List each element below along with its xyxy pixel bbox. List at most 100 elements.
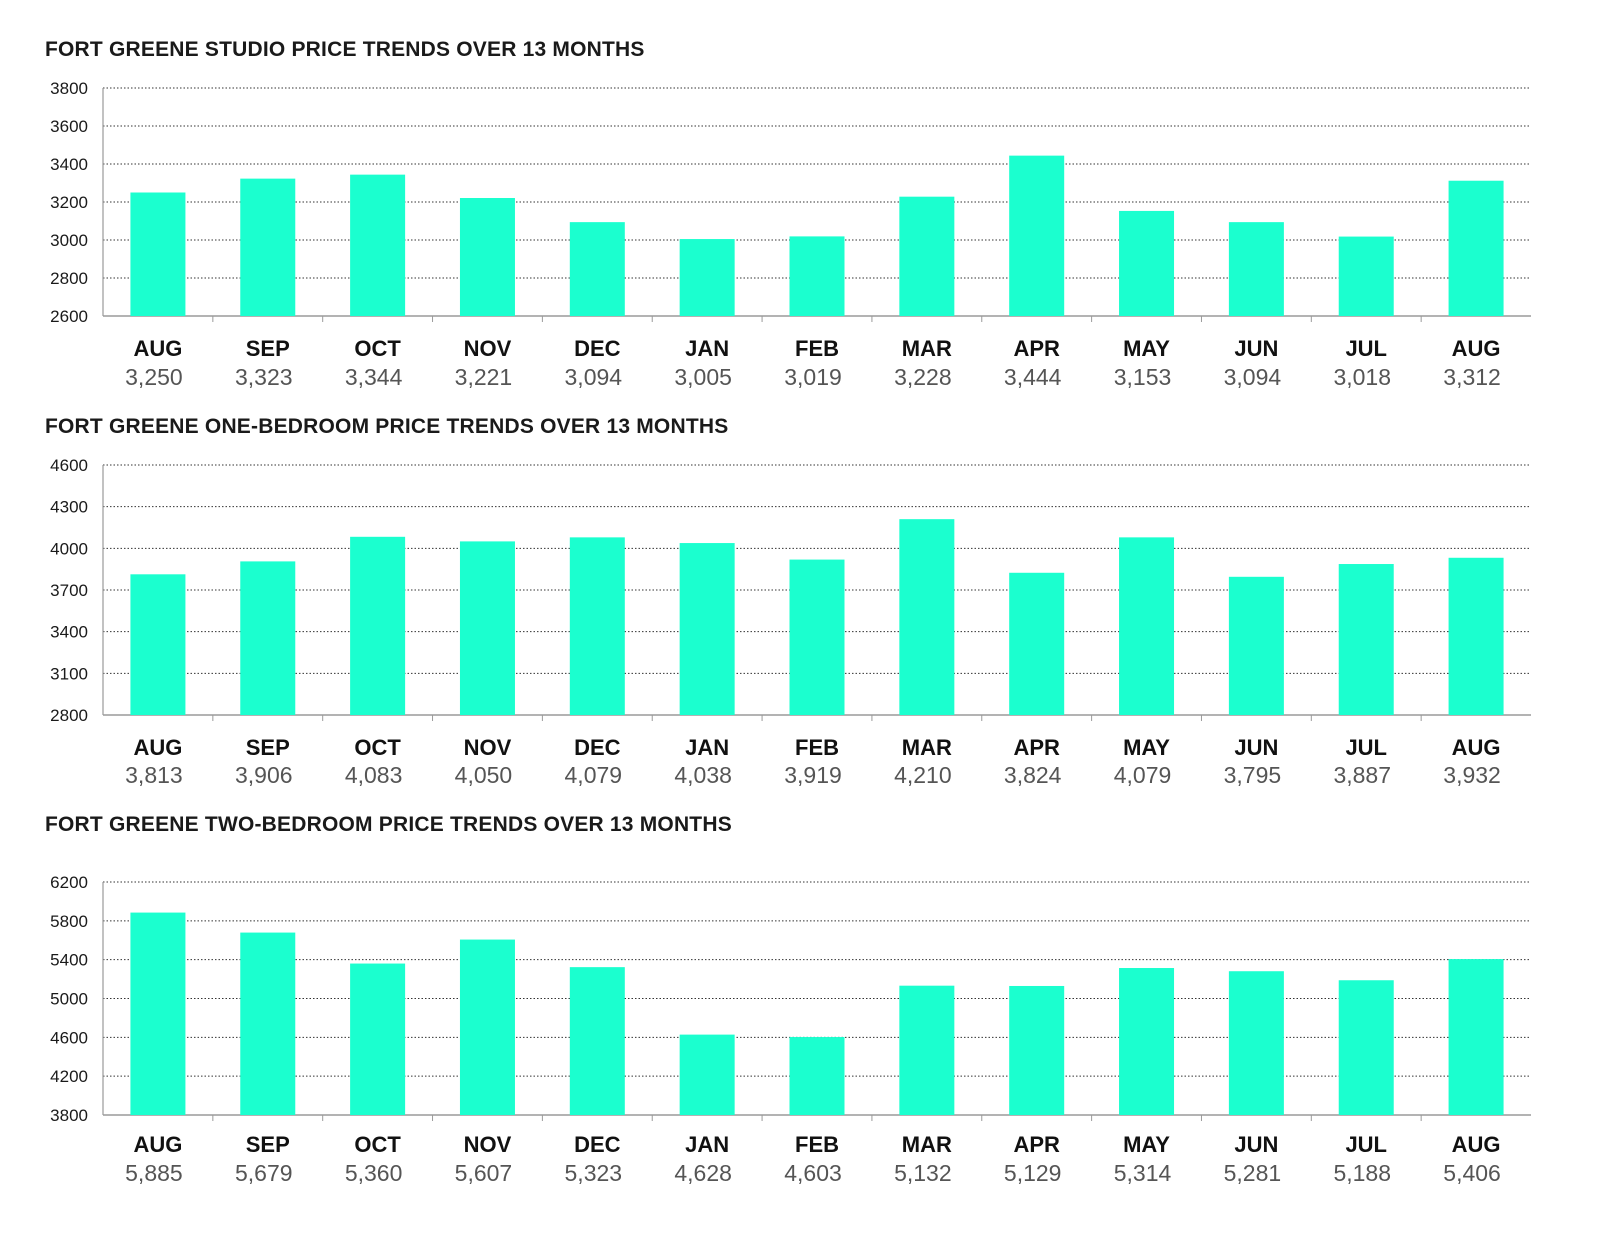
bar: [350, 536, 406, 715]
data-label: 3,813: [125, 762, 183, 788]
bar: [1009, 155, 1065, 316]
bar: [1228, 222, 1284, 316]
data-label: 3,795: [1224, 762, 1282, 788]
data-label: 4,079: [565, 762, 623, 788]
y-tick-label: 3700: [50, 581, 88, 600]
data-label: 3,887: [1333, 762, 1391, 788]
x-tick-label: AUG: [1452, 1132, 1501, 1157]
x-tick-label: JUN: [1234, 1132, 1278, 1157]
x-tick-label: APR: [1013, 735, 1060, 760]
data-label: 5,607: [455, 1160, 513, 1186]
data-label: 3,094: [565, 364, 623, 390]
y-tick-label: 3600: [50, 117, 88, 136]
data-label: 5,314: [1114, 1160, 1172, 1186]
x-tick-label: JUL: [1345, 336, 1387, 361]
bar: [350, 174, 406, 316]
y-tick-label: 3400: [50, 155, 88, 174]
x-tick-label: FEB: [795, 735, 839, 760]
x-tick-label: AUG: [133, 1132, 182, 1157]
x-tick-label: OCT: [354, 735, 401, 760]
data-label: 3,444: [1004, 364, 1062, 390]
x-tick-label: MAY: [1123, 336, 1170, 361]
bar: [1448, 557, 1504, 715]
bar: [459, 939, 515, 1115]
y-tick-label: 5000: [50, 990, 88, 1009]
data-label: 4,603: [784, 1160, 842, 1186]
bar: [1119, 537, 1175, 715]
y-tick-label: 2600: [50, 307, 88, 326]
y-tick-label: 4600: [50, 456, 88, 475]
bar: [459, 198, 515, 316]
data-label: 3,019: [784, 364, 842, 390]
bar: [569, 537, 625, 715]
chart-title: FORT GREENE ONE-BEDROOM PRICE TRENDS OVE…: [45, 415, 729, 438]
data-label: 5,360: [345, 1160, 403, 1186]
bar: [130, 574, 186, 715]
chart-title: FORT GREENE STUDIO PRICE TRENDS OVER 13 …: [45, 38, 645, 61]
x-tick-label: DEC: [574, 735, 621, 760]
x-tick-label: OCT: [354, 1132, 401, 1157]
bar: [569, 222, 625, 316]
data-label: 3,312: [1443, 364, 1501, 390]
data-label: 5,679: [235, 1160, 293, 1186]
bar: [679, 543, 735, 715]
data-label: 5,132: [894, 1160, 952, 1186]
x-tick-label: JAN: [685, 336, 729, 361]
data-label: 3,323: [235, 364, 293, 390]
data-label: 5,281: [1224, 1160, 1282, 1186]
data-label: 3,018: [1333, 364, 1391, 390]
x-tick-label: JAN: [685, 735, 729, 760]
data-label: 5,129: [1004, 1160, 1062, 1186]
x-tick-label: MAR: [902, 336, 952, 361]
x-tick-label: JUL: [1345, 735, 1387, 760]
x-tick-label: FEB: [795, 1132, 839, 1157]
x-tick-label: SEP: [246, 1132, 290, 1157]
two-bedroom-chart-plot: 3800 4200 4600 5000 5400 5800 6200 AUG 5,885 SEP 5…: [50, 873, 1531, 1186]
x-tick-label: AUG: [1452, 336, 1501, 361]
x-tick-label: SEP: [246, 336, 290, 361]
bar: [240, 561, 296, 715]
bar: [1119, 968, 1175, 1115]
bar: [130, 912, 186, 1115]
bar: [1338, 980, 1394, 1115]
x-tick-label: OCT: [354, 336, 401, 361]
x-tick-label: MAR: [902, 1132, 952, 1157]
data-label: 4,083: [345, 762, 403, 788]
bar: [1338, 564, 1394, 715]
data-label: 3,906: [235, 762, 293, 788]
y-tick-label: 4000: [50, 539, 88, 558]
data-label: 4,050: [455, 762, 513, 788]
bar: [679, 1034, 735, 1115]
data-label: 3,344: [345, 364, 403, 390]
x-tick-label: MAR: [902, 735, 952, 760]
one-bedroom-chart-plot: 2800310034003700400043004600AUG3,813SEP3…: [50, 456, 1531, 788]
data-label: 3,005: [674, 364, 732, 390]
data-label: 4,038: [674, 762, 732, 788]
x-tick-label: FEB: [795, 336, 839, 361]
x-tick-label: JAN: [685, 1132, 729, 1157]
x-tick-label: AUG: [133, 336, 182, 361]
y-tick-label: 5800: [50, 912, 88, 931]
data-label: 4,079: [1114, 762, 1172, 788]
x-tick-label: NOV: [464, 1132, 512, 1157]
data-label: 5,323: [565, 1160, 623, 1186]
y-tick-label: 3800: [50, 79, 88, 98]
data-label: 4,628: [674, 1160, 732, 1186]
y-tick-label: 2800: [50, 706, 88, 725]
x-tick-label: DEC: [574, 336, 621, 361]
data-label: 3,094: [1224, 364, 1282, 390]
data-label: 3,221: [455, 364, 513, 390]
data-label: 4,210: [894, 762, 952, 788]
bar: [240, 932, 296, 1115]
bar: [789, 1037, 845, 1115]
x-tick-label: MAY: [1123, 1132, 1170, 1157]
bar: [1228, 576, 1284, 715]
bar: [899, 985, 955, 1115]
bar: [1338, 236, 1394, 316]
x-tick-label: JUN: [1234, 336, 1278, 361]
data-label: 3,932: [1443, 762, 1501, 788]
bar: [789, 236, 845, 316]
y-tick-label: 3000: [50, 231, 88, 250]
bar: [350, 963, 406, 1115]
y-tick-label: 6200: [50, 873, 88, 892]
